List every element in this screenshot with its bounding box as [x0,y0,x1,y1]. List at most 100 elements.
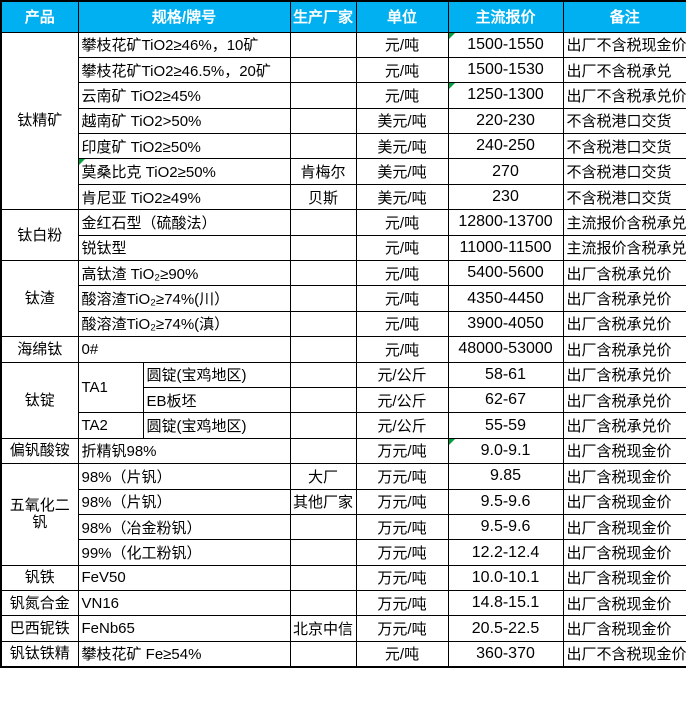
manufacturer-cell [289,82,357,109]
price-cell: 20.5-22.5 [447,615,564,642]
table-row: 五氧化二钒 98%（片钒） 大厂 万元/吨 9.85 出厂含税现金价 [0,463,686,566]
price-cell: 4350-4450 [447,285,564,312]
manufacturer-cell [289,361,357,388]
manufacturer-cell [289,412,357,439]
remark-cell: 出厂含税现金价 [562,437,686,465]
spec-cell: 圆锭(宝鸡地区) [142,412,291,439]
price-cell: 360-370 [447,640,564,668]
header-row: 产品 规格/牌号 生产厂家 单位 主流报价 备注 [0,0,686,33]
remark-cell: 出厂含税现金价 [562,539,686,566]
spec-cell: 肯尼亚 TiO2≥49% [77,183,291,211]
table-row: 莫桑比克 TiO2≥50% 肯梅尔 美元/吨 270 不含税港口交货 [1,158,686,185]
price-cell: 1500-1550 [447,31,564,58]
price-value: 1250-1300 [467,86,544,104]
price-cell: 230 [447,183,564,211]
price-cell: 55-59 [447,412,564,439]
manufacturer-cell [289,56,357,84]
remark-cell: 出厂含税现金价 [562,513,686,541]
spec-cell: 酸溶渣TiO₂≥74%(滇） [77,310,291,338]
table-row: 钛白粉 金红石型（硫酸法） 元/吨 12800-13700 主流报价含税承兑 [0,209,686,262]
error-flag-icon [449,439,455,445]
unit-cell: 元/吨 [355,285,449,312]
unit-cell: 元/公斤 [355,386,449,414]
column-header-product: 产品 [0,0,79,33]
error-flag-icon [449,33,455,39]
unit-cell: 美元/吨 [355,158,449,185]
manufacturer-cell [289,640,357,668]
table-row: 钛渣 高钛渣 TiO₂≥90% 元/吨 5400-5600 出厂含税承兑价 [0,260,686,338]
manufacturer-cell [289,107,357,135]
price-cell: 9.85 [447,463,564,490]
unit-cell: 美元/吨 [355,107,449,135]
table-row: 钛锭 TA1 圆锭(宝鸡地区) 元/公斤 58-61 出厂含税承兑价 [0,361,686,439]
column-header-remark: 备注 [562,0,686,33]
price-value: 1500-1550 [467,35,544,53]
remark-cell: 出厂含税承兑价 [562,412,686,439]
product-group-label: 钛精矿 [0,31,79,211]
manufacturer-cell: 肯梅尔 [289,158,357,185]
price-cell: 12800-13700 [447,209,564,236]
table-row: 钒铁 FeV50 万元/吨 10.0-10.1 出厂含税现金价 [0,564,686,592]
unit-cell: 元/公斤 [355,361,449,388]
table-row: 98%（冶金粉钒） 万元/吨 9.5-9.6 出厂含税现金价 [1,513,686,541]
manufacturer-cell: 其他厂家 [289,488,357,515]
price-cell: 270 [447,158,564,185]
unit-cell: 元/吨 [355,56,449,84]
product-group-label: 钛锭 [0,361,79,439]
unit-cell: 万元/吨 [355,590,449,617]
spec-cell: 折精钒98% [77,437,291,465]
unit-cell: 元/吨 [355,310,449,338]
remark-cell: 出厂不含税现金价 [562,31,686,58]
remark-cell: 主流报价含税承兑 [562,234,686,262]
manufacturer-cell: 北京中信 [289,615,357,642]
price-cell: 240-250 [447,133,564,160]
product-group-label: 钛渣 [0,260,79,338]
price-table: 产品 规格/牌号 生产厂家 单位 主流报价 备注 钛精矿 攀枝花矿TiO2≥46… [0,0,686,668]
product-group-label: 巴西铌铁 [0,615,79,642]
remark-cell: 出厂含税现金价 [562,463,686,490]
spec-cell: 印度矿 TiO2≥50% [77,133,291,160]
remark-cell: 出厂不含税现金价 [562,640,686,668]
product-group-label: 钒铁 [0,564,79,592]
remark-cell: 不含税港口交货 [562,158,686,185]
unit-cell: 元/吨 [355,234,449,262]
spec-cell: FeV50 [77,564,291,592]
spec-cell: 云南矿 TiO2≥45% [77,82,291,109]
manufacturer-cell [289,31,357,58]
price-cell: 48000-53000 [447,336,564,363]
table-row: 海绵钛 0# 元/吨 48000-53000 出厂含税承兑价 [0,336,686,363]
price-cell: 1500-1530 [447,56,564,84]
table-row: 攀枝花矿TiO2≥46.5%，20矿 元/吨 1500-1530 出厂不含税承兑 [1,56,686,84]
remark-cell: 不含税港口交货 [562,183,686,211]
price-cell: 220-230 [447,107,564,135]
unit-cell: 元/吨 [355,336,449,363]
price-cell: 1250-1300 [447,82,564,109]
spec-cell: 99%（化工粉钒） [77,539,291,566]
spec-cell: FeNb65 [77,615,291,642]
table-row: 巴西铌铁 FeNb65 北京中信 万元/吨 20.5-22.5 出厂含税现金价 [0,615,686,642]
remark-cell: 出厂含税现金价 [562,590,686,617]
table-row: 钛精矿 攀枝花矿TiO2≥46%，10矿 元/吨 1500-1550 出厂不含税… [0,31,686,211]
remark-cell: 出厂含税现金价 [562,564,686,592]
manufacturer-cell [289,310,357,338]
unit-cell: 元/吨 [355,640,449,668]
column-header-price: 主流报价 [447,0,564,33]
price-cell: 10.0-10.1 [447,564,564,592]
spec-cell: 酸溶渣TiO₂≥74%(川） [77,285,291,312]
table-row: 钒钛铁精 攀枝花矿 Fe≥54% 元/吨 360-370 出厂不含税现金价 [0,640,686,668]
remark-cell: 出厂含税承兑价 [562,361,686,388]
unit-cell: 万元/吨 [355,463,449,490]
remark-cell: 出厂不含税承兑价 [562,82,686,109]
spec-cell: 98%（片钒） [77,488,291,515]
price-cell: 14.8-15.1 [447,590,564,617]
table-row: TA2 圆锭(宝鸡地区) 元/公斤 55-59 出厂含税承兑价 [1,412,686,439]
manufacturer-cell [289,260,357,287]
remark-cell: 出厂含税承兑价 [562,386,686,414]
manufacturer-cell [289,590,357,617]
spec-cell: VN16 [77,590,291,617]
error-flag-icon [79,159,85,166]
spec-cell: 98%（片钒） [77,463,291,490]
remark-cell: 出厂不含税承兑 [562,56,686,84]
product-group-label: 钒钛铁精 [0,640,79,668]
remark-cell: 不含税港口交货 [562,133,686,160]
